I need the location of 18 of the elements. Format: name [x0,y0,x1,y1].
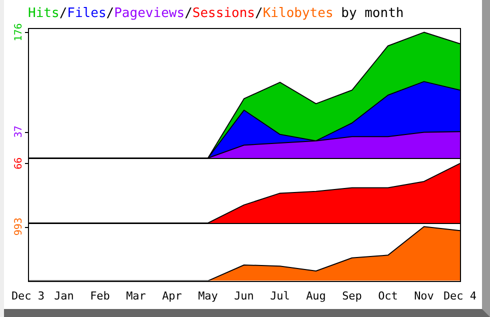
y-tick-label: 37 [14,126,25,138]
y-tick-label: 66 [14,157,25,170]
x-tick-label: Jan [54,289,74,302]
x-tick-label: Jul [270,289,290,302]
y-tick-label: 176 [14,23,25,42]
x-tick-label: Mar [126,289,146,302]
x-tick-label: Aug [306,289,326,302]
x-tick-label: Oct [378,289,398,302]
x-tick-label: May [198,289,218,302]
x-tick-label: Nov [414,289,434,302]
x-tick-label: Jun [234,289,254,302]
x-tick-label: Dec 4 [443,289,477,302]
x-tick-label: Sep [342,289,362,302]
x-tick-label: Feb [90,289,110,302]
x-tick-label: Dec 3 [11,289,45,302]
y-tick-label: 993 [14,218,25,236]
chart-title: Hits/Files/Pageviews/Sessions/Kilobytes by month [28,6,404,21]
x-tick-label: Apr [162,289,182,302]
